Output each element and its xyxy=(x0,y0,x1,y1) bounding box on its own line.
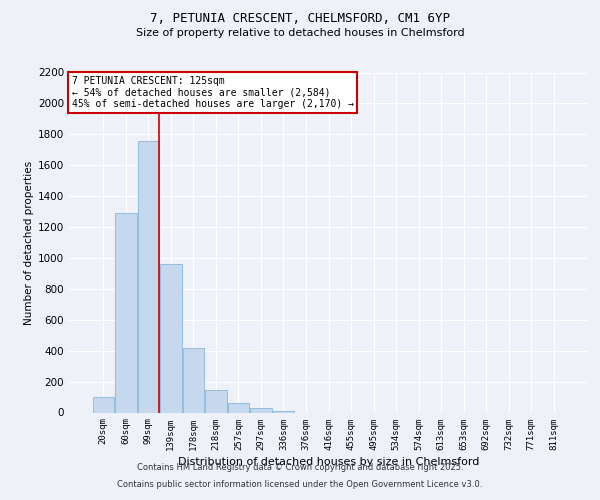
Bar xyxy=(115,213,137,412)
Text: Contains HM Land Registry data © Crown copyright and database right 2025.: Contains HM Land Registry data © Crown c… xyxy=(137,464,463,472)
Bar xyxy=(160,264,182,412)
Bar xyxy=(273,411,294,412)
X-axis label: Distribution of detached houses by size in Chelmsford: Distribution of detached houses by size … xyxy=(178,456,479,466)
Bar xyxy=(137,140,159,412)
Bar xyxy=(250,408,272,412)
Bar xyxy=(92,397,114,412)
Bar xyxy=(182,348,204,412)
Text: Size of property relative to detached houses in Chelmsford: Size of property relative to detached ho… xyxy=(136,28,464,38)
Text: Contains public sector information licensed under the Open Government Licence v3: Contains public sector information licen… xyxy=(118,480,482,489)
Y-axis label: Number of detached properties: Number of detached properties xyxy=(24,160,34,324)
Text: 7, PETUNIA CRESCENT, CHELMSFORD, CM1 6YP: 7, PETUNIA CRESCENT, CHELMSFORD, CM1 6YP xyxy=(150,12,450,26)
Bar xyxy=(228,403,249,412)
Bar xyxy=(205,390,227,412)
Text: 7 PETUNIA CRESCENT: 125sqm
← 54% of detached houses are smaller (2,584)
45% of s: 7 PETUNIA CRESCENT: 125sqm ← 54% of deta… xyxy=(71,76,353,109)
